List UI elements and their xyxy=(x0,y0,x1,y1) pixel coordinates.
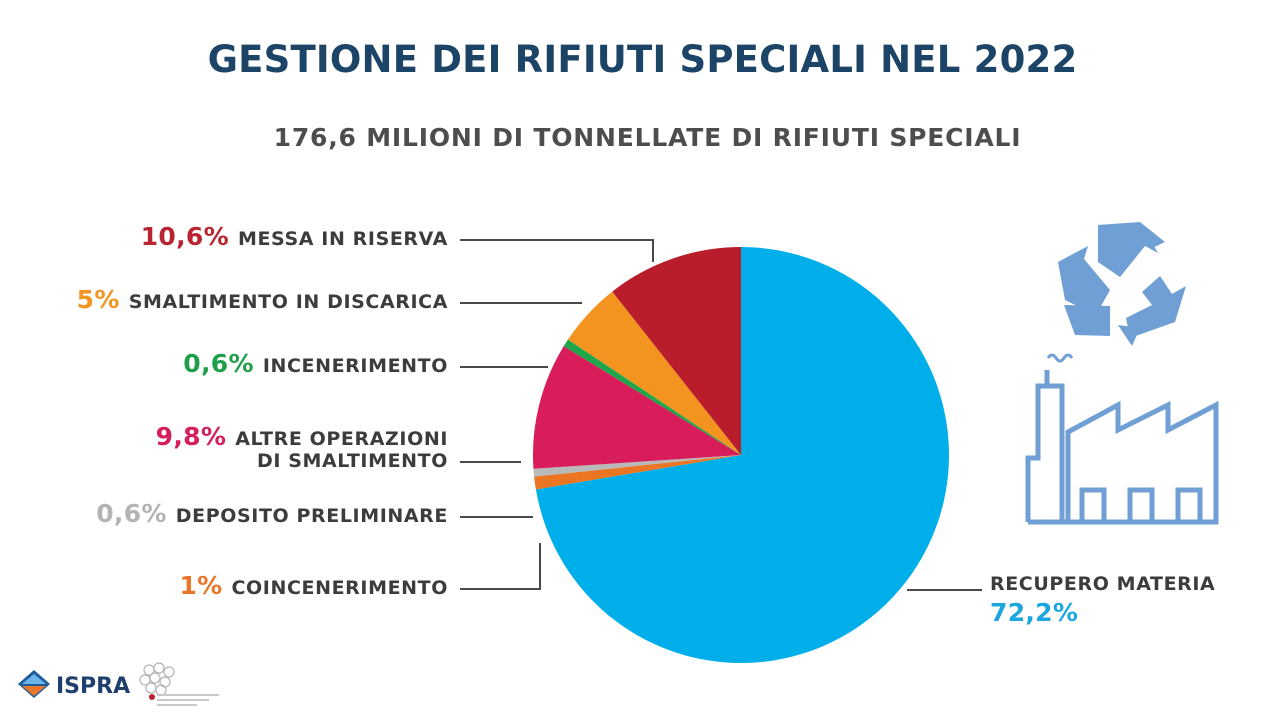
slice-label-pct: 0,6% xyxy=(183,349,263,378)
chart-subtitle: 176,6 MILIONI DI TONNELLATE DI RIFIUTI S… xyxy=(273,123,1022,152)
slice-label-pct: 10,6% xyxy=(140,222,238,251)
slice-label-pct: 5% xyxy=(76,285,129,314)
ispra-logo-mark xyxy=(18,670,50,698)
recycle-icon xyxy=(1058,222,1186,346)
slice-label-text: COINCENERIMENTO xyxy=(231,577,448,599)
chart-title: GESTIONE DEI RIFIUTI SPECIALI NEL 2022 xyxy=(207,38,1078,81)
factory-icon xyxy=(1025,353,1219,525)
slice-label-3: 9,8% ALTRE OPERAZIONI DI SMALTIMENTO xyxy=(156,424,448,472)
slice-label-text: MESSA IN RISERVA xyxy=(237,228,448,250)
slice-label-text: SMALTIMENTO IN DISCARICA xyxy=(128,291,448,313)
slice-label-pct: 1% xyxy=(179,571,232,600)
pie-slices xyxy=(533,247,950,663)
pie-slice-4 xyxy=(563,339,741,455)
slice-label-1: 1% COINCENERIMENTO xyxy=(179,573,448,599)
slice-label-text: INCENERIMENTO xyxy=(262,355,448,377)
slice-label-pct: 9,8% xyxy=(155,422,236,451)
pie-slice-6 xyxy=(612,247,741,455)
slice-label-pct: 0,6% xyxy=(96,499,176,528)
slice-label-text: DI SMALTIMENTO xyxy=(256,450,448,472)
slice-label-recupero-materia: RECUPERO MATERIA 72,2% xyxy=(990,573,1215,627)
pie-slice-3 xyxy=(533,346,741,469)
slice-label-text: ALTRE OPERAZIONI xyxy=(235,428,448,450)
ispra-logo-name: ISPRA xyxy=(56,674,131,699)
leader-line-6 xyxy=(460,239,654,262)
pie-slice-1 xyxy=(534,455,741,490)
pie-slice-2 xyxy=(533,455,741,477)
slice-label-5: 5% SMALTIMENTO IN DISCARICA xyxy=(77,287,448,313)
slice-label-2: 0,6% DEPOSITO PRELIMINARE xyxy=(96,501,448,527)
leader-line-1 xyxy=(460,543,541,590)
snpa-logo xyxy=(135,660,225,713)
slice-label-text: RECUPERO MATERIA xyxy=(990,573,1216,595)
slice-label-6: 10,6% MESSA IN RISERVA xyxy=(141,224,448,250)
ispra-logo: ISPRA xyxy=(14,664,130,709)
leader-lines xyxy=(460,239,982,591)
pie-slice-5 xyxy=(568,291,741,455)
pie-slice-0 xyxy=(535,247,950,663)
slice-label-text: DEPOSITO PRELIMINARE xyxy=(175,505,448,527)
snpa-logo-mark xyxy=(139,662,219,706)
slice-label-4: 0,6% INCENERIMENTO xyxy=(183,351,448,377)
slice-label-pct: 72,2% xyxy=(990,598,1079,627)
